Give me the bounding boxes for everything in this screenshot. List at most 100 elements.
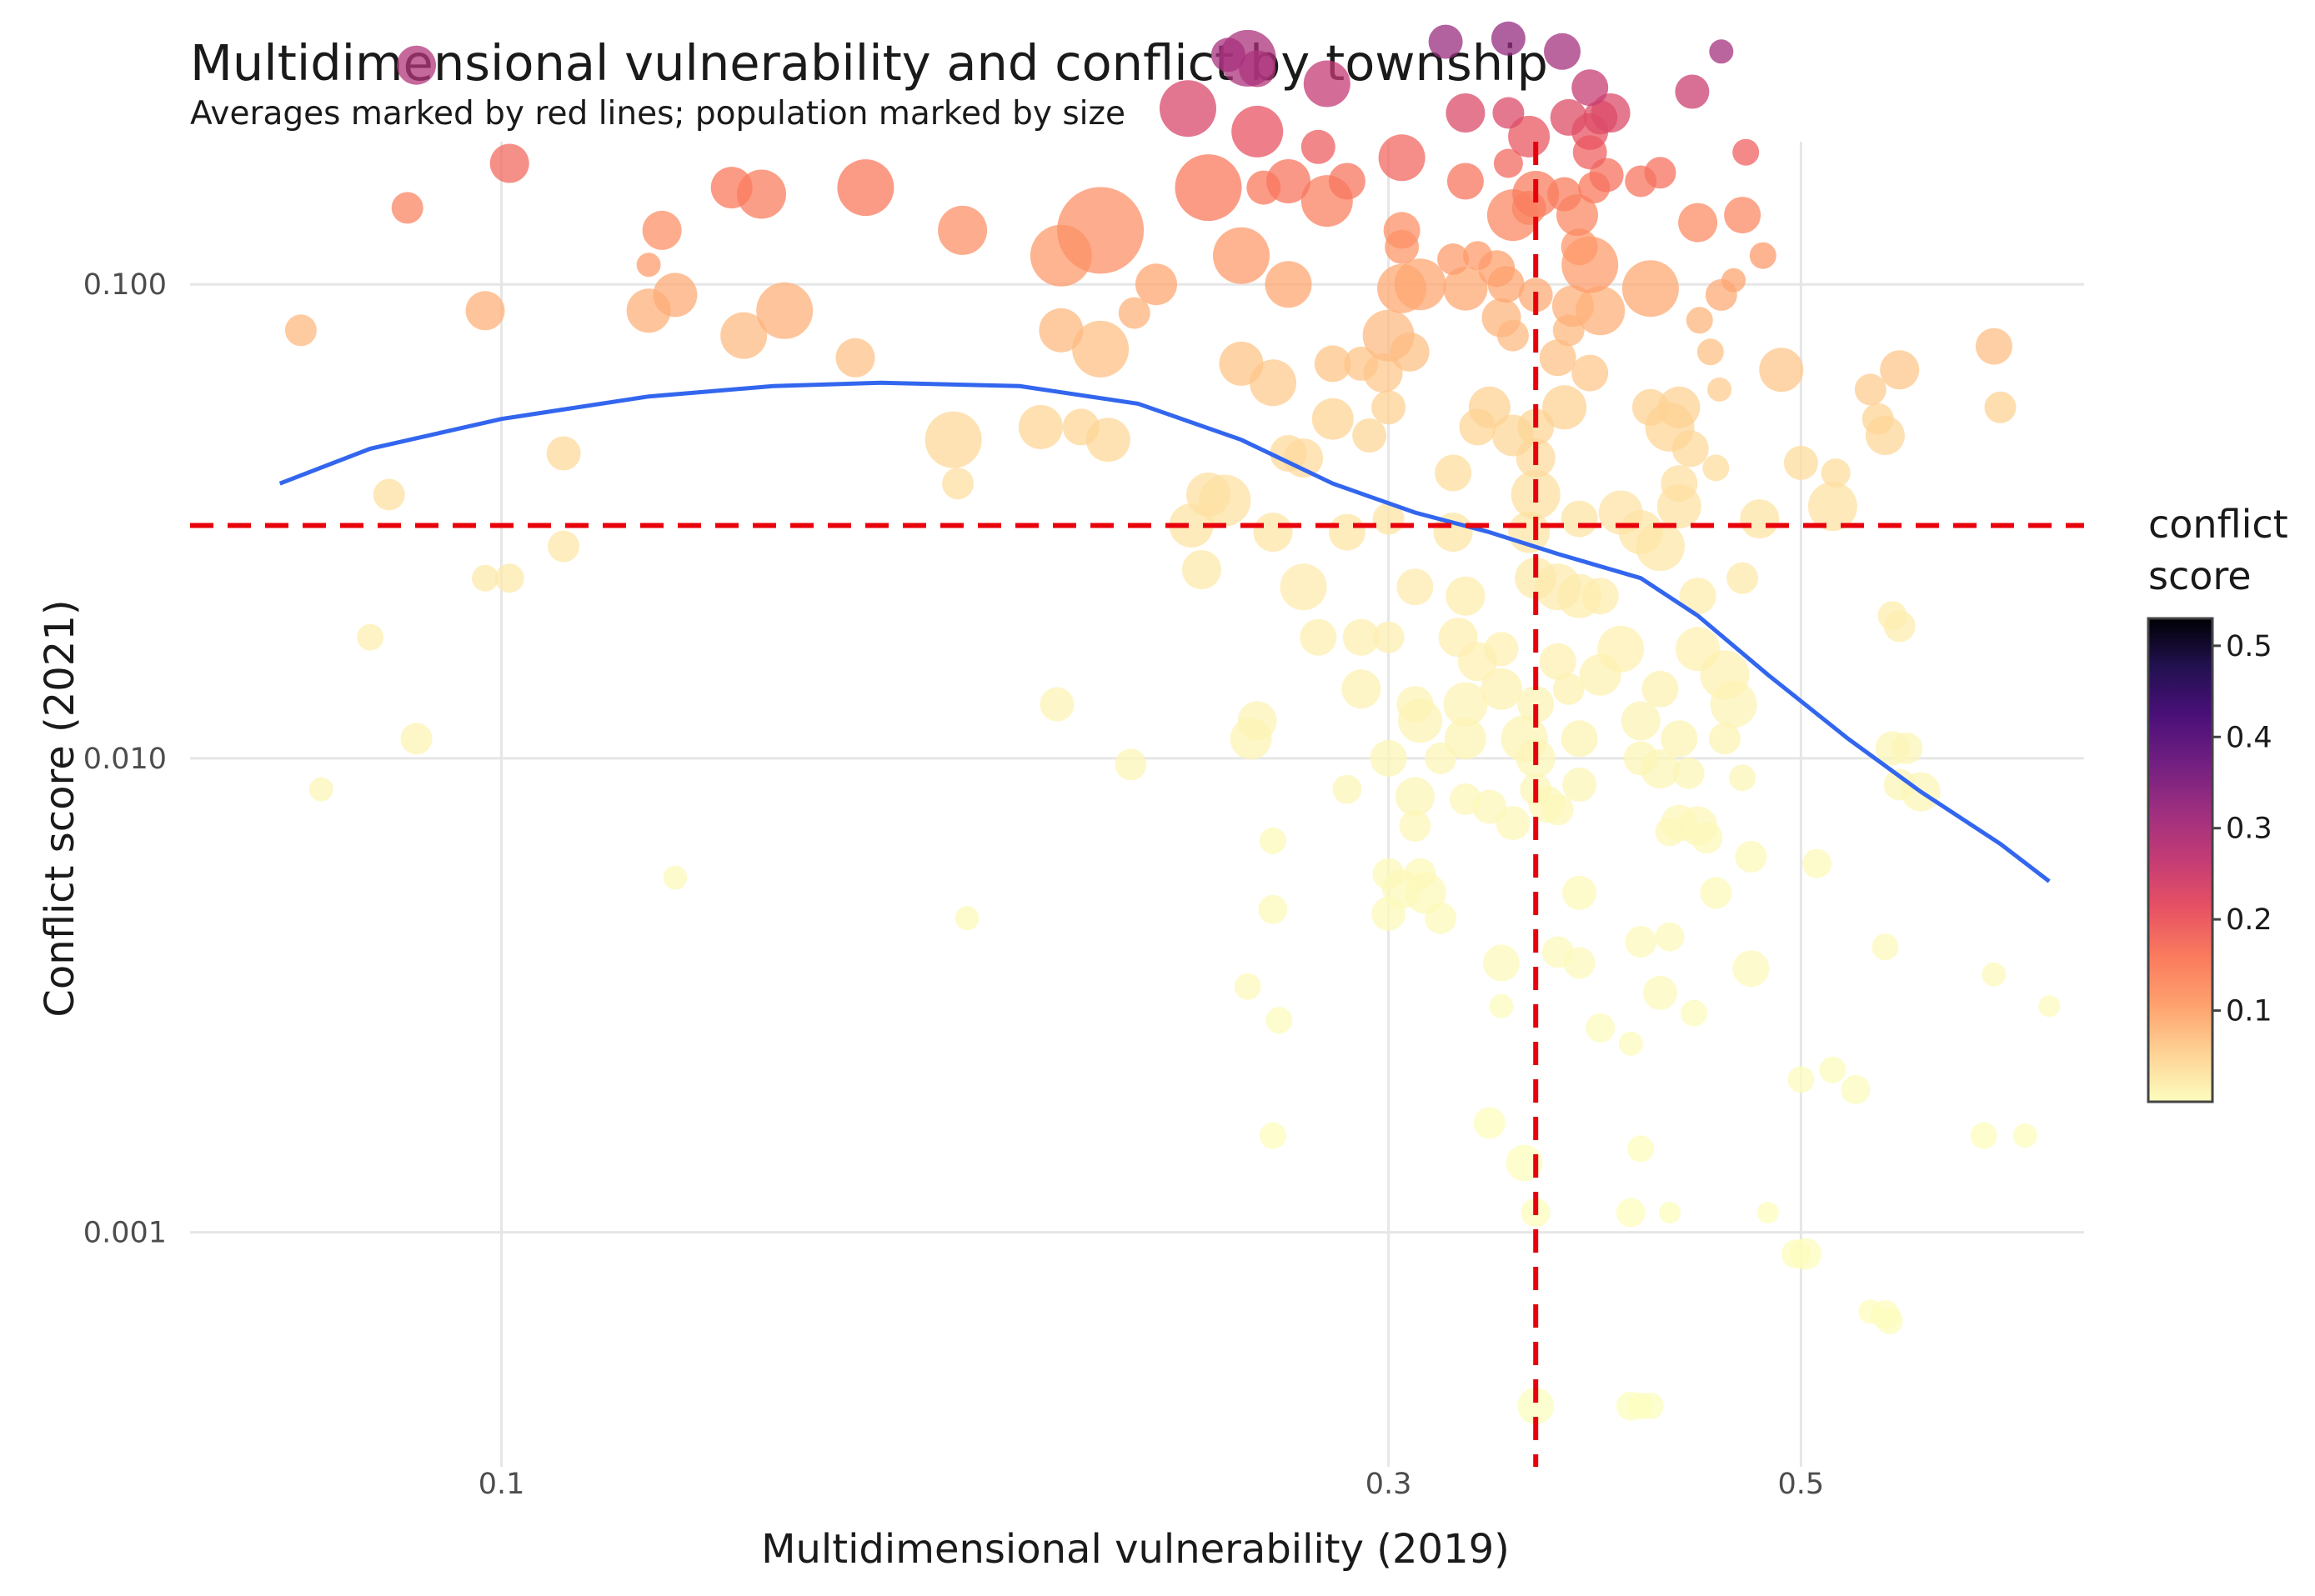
- data-point: [938, 205, 988, 255]
- chart-subtitle: Averages marked by red lines; population…: [190, 95, 1125, 133]
- data-point: [308, 777, 333, 802]
- data-point: [642, 210, 682, 250]
- data-point: [1303, 60, 1350, 108]
- data-point: [1872, 933, 1899, 961]
- data-point: [1449, 783, 1481, 815]
- data-point: [1729, 764, 1756, 792]
- data-point: [1721, 268, 1746, 293]
- data-point: [1210, 38, 1245, 73]
- data-point: [1396, 568, 1434, 606]
- data-point: [1643, 975, 1677, 1010]
- data-point: [1732, 138, 1760, 166]
- data-point: [720, 312, 768, 359]
- data-point: [1039, 308, 1084, 353]
- data-point: [548, 530, 580, 563]
- data-point: [1661, 804, 1698, 842]
- data-point: [1621, 260, 1679, 318]
- data-point: [1732, 950, 1770, 988]
- data-point: [1072, 320, 1130, 378]
- data-point: [1547, 177, 1582, 212]
- colorbar: [2147, 617, 2214, 1103]
- data-point: [1433, 513, 1473, 553]
- data-point: [1678, 203, 1718, 243]
- data-point: [1841, 1074, 1871, 1104]
- data-point: [1883, 768, 1916, 801]
- colorbar-tick-label: 0.3: [2226, 813, 2272, 846]
- data-point: [1362, 309, 1415, 362]
- data-point: [357, 623, 384, 651]
- data-point: [1625, 926, 1657, 958]
- data-point: [1040, 687, 1075, 722]
- data-point: [1562, 768, 1597, 802]
- data-point: [1491, 21, 1526, 56]
- data-point: [1443, 266, 1488, 311]
- data-point: [1707, 377, 1732, 402]
- data-point: [1372, 858, 1405, 890]
- data-point: [1253, 513, 1293, 553]
- data-point: [1597, 625, 1645, 673]
- data-point: [1858, 1299, 1883, 1324]
- data-point: [1446, 576, 1486, 616]
- data-point: [1234, 973, 1261, 1000]
- data-point: [472, 564, 499, 592]
- data-point: [1435, 454, 1472, 492]
- data-point: [1489, 993, 1514, 1018]
- data-point: [1438, 618, 1478, 658]
- data-point: [1627, 1135, 1655, 1163]
- data-point: [663, 865, 688, 890]
- data-point: [955, 906, 980, 931]
- data-point: [1724, 197, 1761, 234]
- data-point: [1213, 227, 1270, 284]
- colorbar-tick-label: 0.5: [2226, 630, 2272, 663]
- data-point: [756, 282, 814, 339]
- data-point: [1709, 39, 1734, 64]
- data-point: [710, 167, 753, 209]
- data-point: [1581, 578, 1619, 615]
- data-point: [1395, 777, 1435, 817]
- data-point: [1862, 403, 1894, 435]
- data-point: [489, 143, 529, 183]
- data-point: [1552, 673, 1585, 705]
- data-point: [1231, 105, 1284, 158]
- data-point: [1260, 827, 1286, 854]
- data-point: [1404, 858, 1436, 890]
- data-point: [1735, 841, 1767, 873]
- data-point: [1586, 1013, 1616, 1043]
- data-point: [1623, 741, 1658, 776]
- data-point: [653, 273, 698, 318]
- data-point: [1484, 632, 1519, 667]
- data-point: [1661, 720, 1698, 758]
- data-point: [1702, 454, 1730, 482]
- data-point: [1266, 159, 1310, 203]
- y-axis-title: Conflict score (2021): [37, 599, 83, 1017]
- data-point: [1352, 418, 1387, 453]
- data-point: [1342, 618, 1380, 656]
- data-point: [1437, 243, 1470, 275]
- data-point: [1686, 307, 1713, 334]
- data-point: [1631, 388, 1669, 426]
- data-point: [1598, 490, 1643, 535]
- data-point: [1591, 93, 1631, 133]
- data-point: [1508, 115, 1551, 158]
- data-point: [1571, 354, 1609, 392]
- colorbar-tick-label: 0.4: [2226, 721, 2272, 754]
- data-point: [1749, 242, 1776, 269]
- data-point: [1756, 1202, 1779, 1223]
- data-point: [1802, 848, 1831, 878]
- x-tick-label: 0.5: [1778, 1468, 1825, 1501]
- data-point: [1175, 154, 1242, 222]
- data-point: [1636, 1393, 1664, 1419]
- data-point: [1616, 1198, 1646, 1228]
- data-point: [1700, 877, 1732, 909]
- data-point: [1790, 1238, 1822, 1270]
- data-point: [1332, 774, 1362, 804]
- data-point: [284, 314, 317, 347]
- data-point: [1446, 163, 1484, 200]
- data-point: [391, 192, 423, 224]
- x-axis-ticks: 0.1 0.3 0.5: [479, 1468, 1825, 1501]
- data-point: [1975, 328, 2012, 365]
- data-point: [1618, 1031, 1643, 1056]
- data-point: [1492, 97, 1525, 129]
- data-point: [1539, 339, 1576, 377]
